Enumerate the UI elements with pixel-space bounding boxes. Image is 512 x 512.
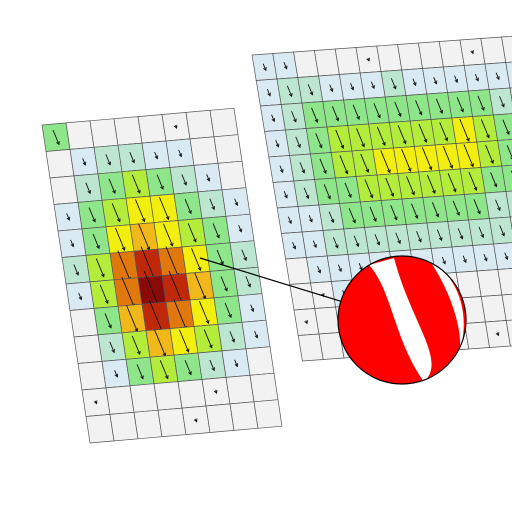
slip-cell xyxy=(226,375,254,404)
slip-cell xyxy=(254,400,282,429)
slip-cell xyxy=(178,380,206,409)
slip-cell xyxy=(110,412,138,441)
slip-cell xyxy=(86,414,114,443)
slip-cell xyxy=(250,373,278,402)
slip-cell xyxy=(214,135,242,164)
slip-cell xyxy=(106,386,134,415)
slip-cell xyxy=(90,119,118,148)
slip-cell xyxy=(186,110,214,139)
slip-cell xyxy=(50,176,78,205)
slip-cell xyxy=(134,410,162,439)
slip-cell xyxy=(70,308,98,337)
slip-cell xyxy=(218,161,246,190)
slip-cell xyxy=(74,335,102,364)
slip-cell xyxy=(210,108,238,137)
slip-cell xyxy=(206,404,234,433)
slip-cell xyxy=(190,137,218,166)
slip-cell xyxy=(46,149,74,178)
slip-cell xyxy=(130,384,158,413)
slip-cell xyxy=(138,115,166,144)
slip-cell xyxy=(78,361,106,390)
slip-cell xyxy=(246,347,274,376)
slip-cell xyxy=(154,382,182,411)
focal-mechanism-beachball xyxy=(338,256,466,384)
slip-cell xyxy=(489,88,512,115)
slip-cell xyxy=(66,121,94,150)
slip-cell xyxy=(489,217,512,244)
slip-cell xyxy=(114,117,142,146)
slip-cell xyxy=(158,408,186,437)
slip-cell xyxy=(230,402,258,431)
left-fault-plane xyxy=(42,108,282,443)
